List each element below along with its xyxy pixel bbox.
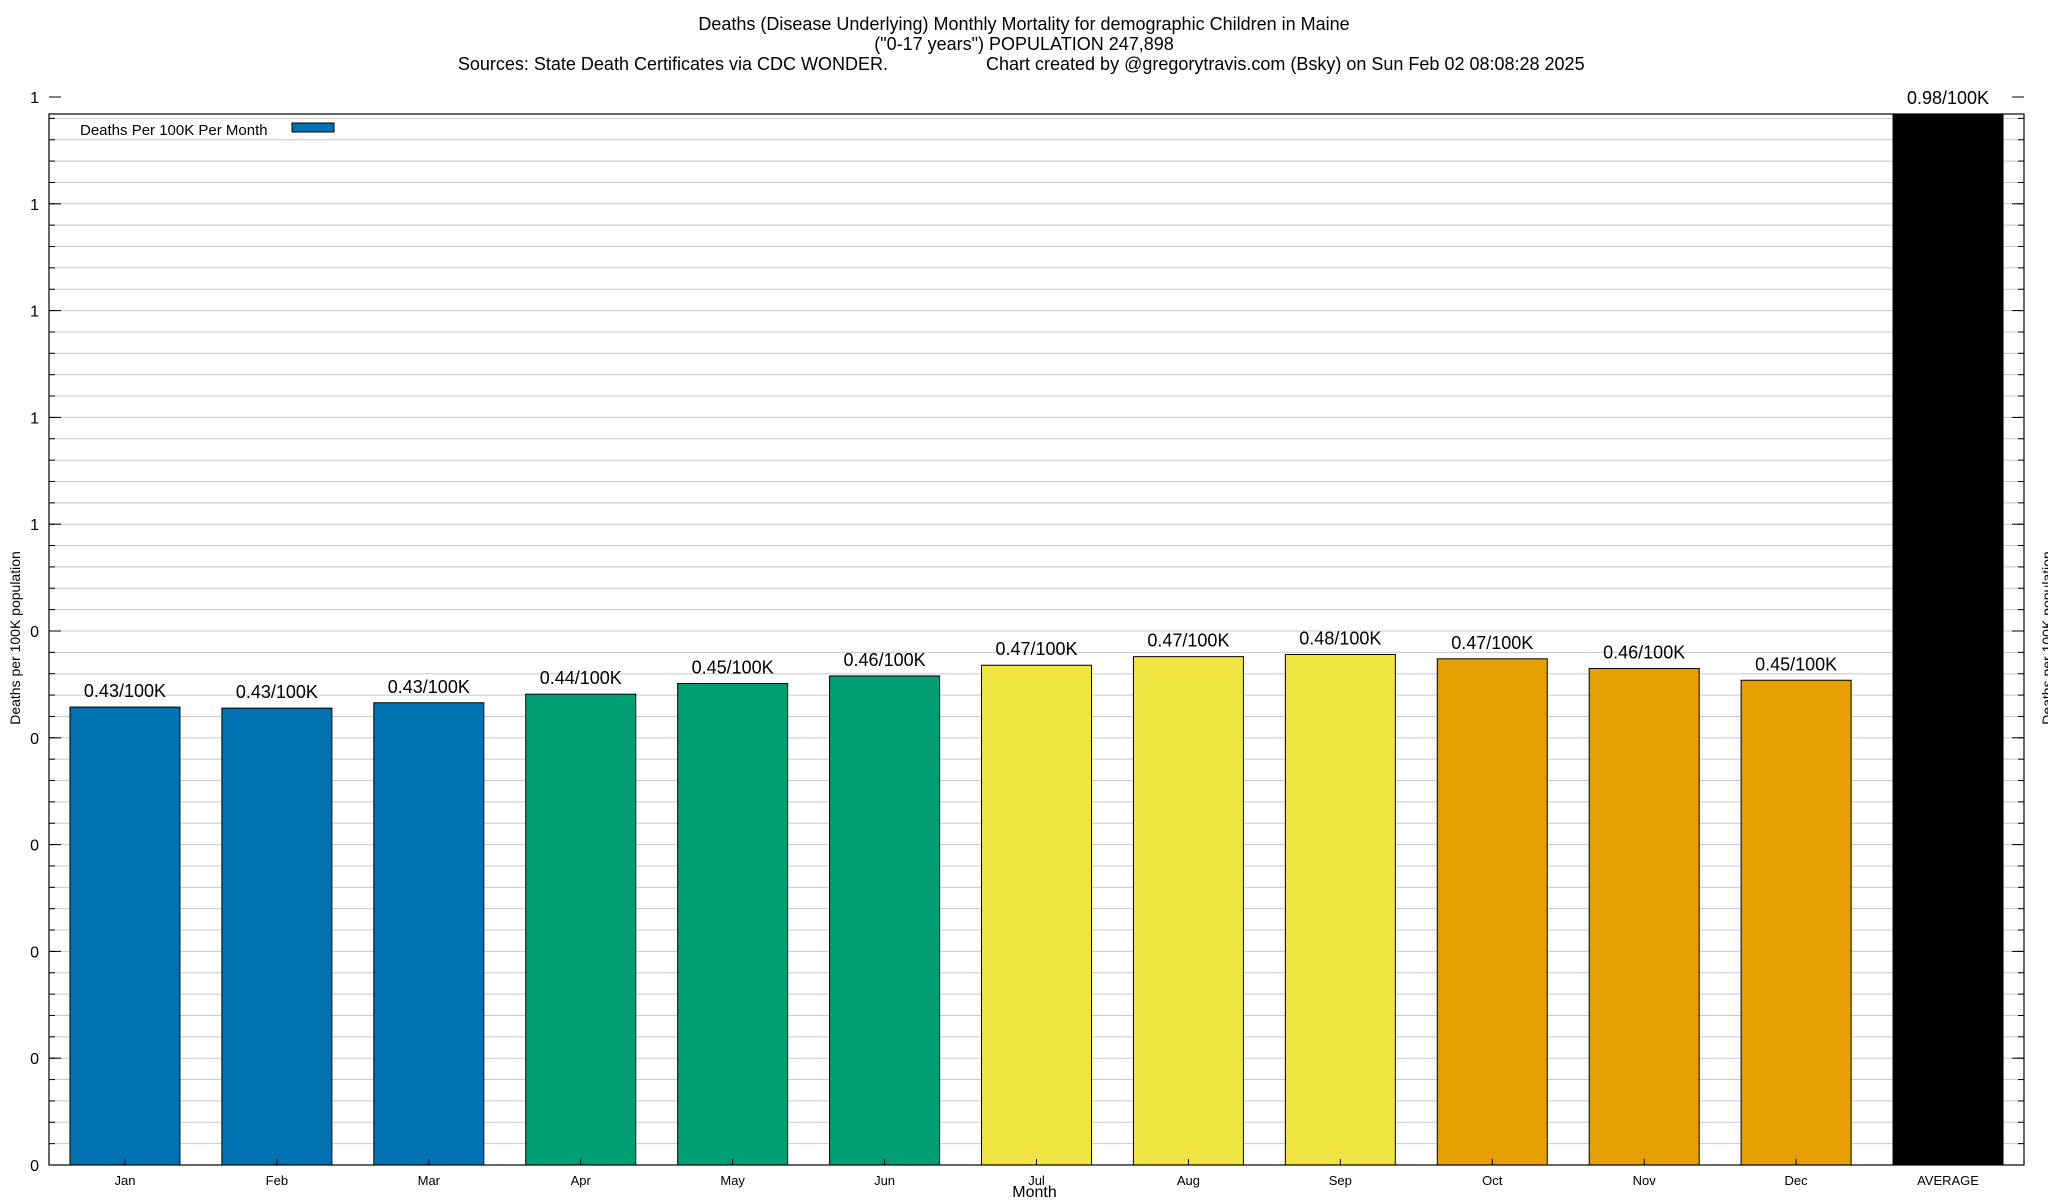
y-tick-label: 1 (30, 410, 39, 427)
x-tick-label: Apr (571, 1173, 592, 1188)
bar-nov (1588, 667, 1700, 1166)
y-tick-label: 1 (30, 90, 39, 107)
data-label: 0.43/100K (388, 677, 470, 697)
data-label: 0.48/100K (1299, 629, 1381, 649)
credit-text: Chart created by @gregorytravis.com (Bsk… (986, 54, 1585, 74)
x-tick-label: Aug (1177, 1173, 1200, 1188)
x-tick-label: AVERAGE (1917, 1173, 1979, 1188)
y-tick-label: 0 (30, 624, 39, 641)
bar-mar (373, 702, 485, 1166)
x-tick-label: Dec (1785, 1173, 1809, 1188)
bar-dec (1740, 679, 1852, 1166)
x-tick-label: Jan (114, 1173, 135, 1188)
data-label: 0.46/100K (844, 650, 926, 670)
data-label: 0.45/100K (1755, 654, 1837, 674)
bar-jul (981, 664, 1092, 1166)
data-label: 0.45/100K (692, 657, 774, 677)
data-label: 0.47/100K (1147, 631, 1229, 651)
x-axis-label: Month (1012, 1184, 1056, 1200)
y-tick-label: 0 (30, 944, 39, 961)
y-tick-label: 1 (30, 304, 39, 321)
bar-average (1892, 113, 2004, 1166)
legend-label: Deaths Per 100K Per Month (80, 122, 268, 139)
y-tick-label: 1 (30, 197, 39, 214)
source-line: Sources: State Death Certificates via CD… (0, 54, 2048, 74)
bar-oct (1436, 658, 1548, 1166)
y-tick-label: 0 (30, 1158, 39, 1175)
data-label: 0.44/100K (540, 668, 622, 688)
y-tick-label: 1 (30, 517, 39, 534)
x-tick-label: Nov (1633, 1173, 1657, 1188)
data-label: 0.43/100K (84, 681, 166, 701)
x-tick-label: Jul (1028, 1173, 1045, 1188)
bar-may (677, 682, 789, 1166)
x-tick-label: Feb (266, 1173, 288, 1188)
bar-sep (1284, 654, 1396, 1166)
data-label: 0.47/100K (995, 639, 1077, 659)
legend-swatch (291, 122, 335, 133)
bar-jun (829, 675, 941, 1166)
chart-header: Deaths (Disease Underlying) Monthly Mort… (0, 14, 2048, 74)
x-tick-label: Oct (1482, 1173, 1503, 1188)
y-tick-label: 0 (30, 1051, 39, 1068)
x-tick-label: May (720, 1173, 745, 1188)
chart-subtitle: ("0-17 years") POPULATION 247,898 (874, 34, 1174, 54)
data-label: 0.47/100K (1451, 633, 1533, 653)
bar-aug (1132, 656, 1244, 1166)
chart-title: Deaths (Disease Underlying) Monthly Mort… (698, 14, 1350, 34)
y-tick-label: 0 (30, 731, 39, 748)
source-text: Sources: State Death Certificates via CD… (457, 54, 888, 74)
x-tick-label: Mar (418, 1173, 441, 1188)
x-tick-label: Sep (1329, 1173, 1352, 1188)
y-tick-label: 0 (30, 838, 39, 855)
plot-frame (48, 113, 2025, 1166)
data-label: 0.98/100K (1907, 88, 1989, 108)
data-label: 0.46/100K (1603, 642, 1685, 662)
x-tick-label: Jun (874, 1173, 895, 1188)
data-label: 0.43/100K (236, 682, 318, 702)
bar-feb (221, 707, 333, 1166)
bar-apr (525, 693, 637, 1166)
bar-jan (69, 706, 181, 1166)
